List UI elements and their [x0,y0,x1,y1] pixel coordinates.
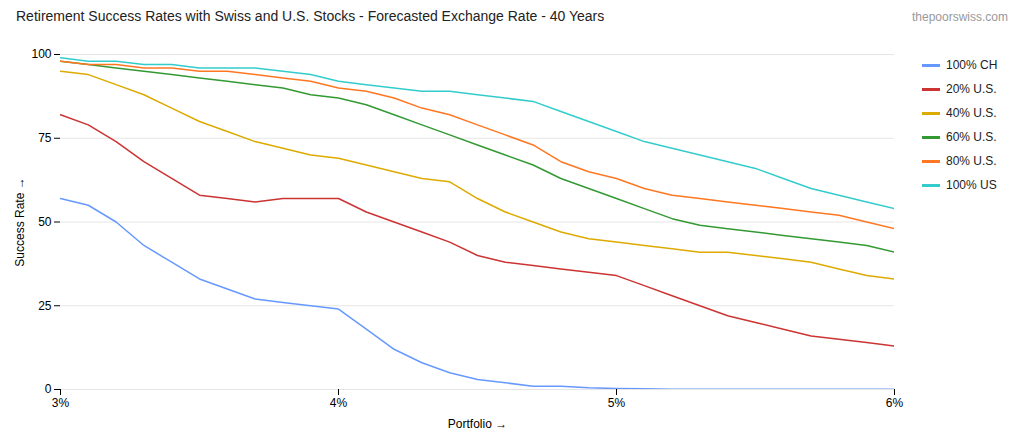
svg-text:Portfolio →: Portfolio → [448,417,507,431]
svg-text:25: 25 [38,299,52,313]
svg-text:5%: 5% [608,396,626,410]
svg-text:0: 0 [45,382,52,396]
svg-text:100: 100 [31,47,51,61]
html-text:100% US: 100% US [946,178,997,192]
html-text:thepoorswiss.com: thepoorswiss.com [912,10,1008,24]
svg-text:Success Rate →: Success Rate → [13,177,27,266]
svg-text:4%: 4% [330,396,348,410]
html-text:100% CH: 100% CH [946,58,998,72]
html-text:60% U.S.: 60% U.S. [946,130,997,144]
html-text:80% U.S.: 80% U.S. [946,154,997,168]
html-text:40% U.S.: 40% U.S. [946,106,997,120]
html-text:Retirement Success Rates with: Retirement Success Rates with Swiss and … [16,8,605,24]
svg-text:6%: 6% [886,396,904,410]
svg-text:50: 50 [38,215,52,229]
html-text:20% U.S.: 20% U.S. [946,82,997,96]
svg-text:75: 75 [38,131,52,145]
svg-text:3%: 3% [52,396,70,410]
